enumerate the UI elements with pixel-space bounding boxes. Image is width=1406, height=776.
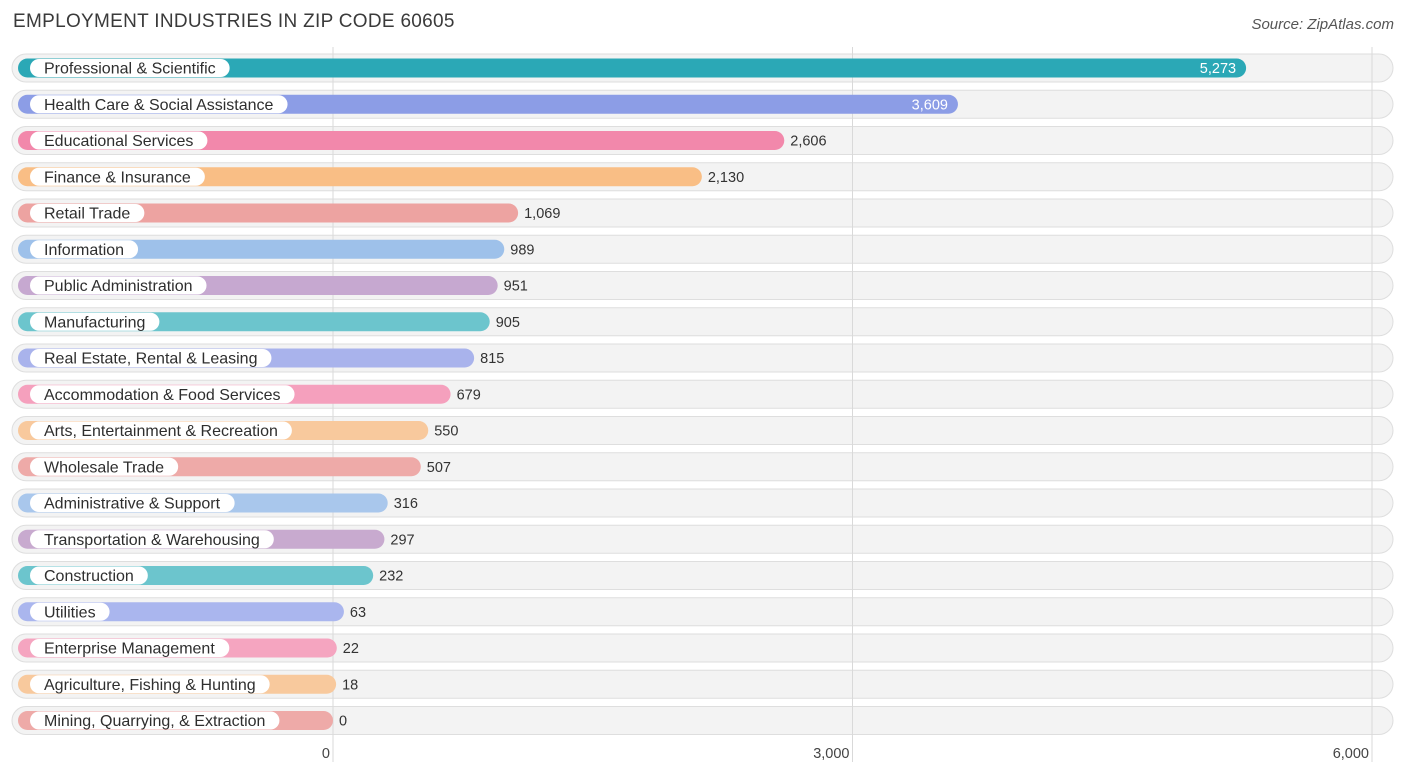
bar-row: Professional & Scientific 5,273 [18,58,1247,78]
value-label: 63 [350,605,366,621]
bar-row: Enterprise Management 22 [18,638,359,658]
value-label: 989 [510,242,534,258]
label-pill [30,494,235,512]
bar-row: Mining, Quarrying, & Extraction 0 [18,711,347,730]
label-pill [30,602,110,621]
category-label: Transportation & Warehousing [44,532,260,549]
value-label: 507 [427,460,451,476]
category-label: Construction [44,568,134,585]
bar-row: Transportation & Warehousing 297 [18,529,415,549]
label-pill [30,349,272,367]
bar-row: Retail Trade 1,069 [18,203,560,223]
label-pill [30,639,230,657]
label-pill [30,59,230,77]
bar-row: Public Administration 951 [18,276,528,295]
value-label: 22 [343,641,359,657]
category-label: Information [44,242,124,259]
category-label: Accommodation & Food Services [44,387,281,404]
label-pill [30,385,295,404]
row-background [11,633,1394,663]
value-label: 18 [342,677,358,693]
bar-row: Wholesale Trade 507 [18,457,451,477]
label-pill [30,204,145,222]
category-label: Mining, Quarrying, & Extraction [44,713,265,730]
row-background [11,597,1394,627]
label-pill [30,167,205,186]
bar-row: Finance & Insurance 2,130 [18,167,744,187]
category-label: Finance & Insurance [44,169,191,186]
category-label: Wholesale Trade [44,459,164,476]
bar-row: Arts, Entertainment & Recreation 550 [18,421,458,440]
bar-row: Educational Services 2,606 [18,131,827,150]
label-pill [30,312,160,331]
label-pill [30,566,148,585]
category-label: Administrative & Support [44,496,221,513]
category-label: Retail Trade [44,206,130,223]
label-pill [30,95,288,114]
label-pill [30,675,270,694]
label-pill [30,131,208,150]
label-pill [30,530,274,549]
bar-rows: Professional & Scientific 5,273 Health Car… [18,58,1247,730]
x-axis: 0 3,000 6,000 [322,746,1369,762]
label-pill [30,240,139,259]
value-label: 297 [390,532,414,548]
value-label: 905 [496,315,520,331]
value-label: 316 [394,496,418,512]
bar [18,58,1247,78]
value-label: 1,069 [524,206,560,222]
bar-row: Agriculture, Fishing & Hunting 18 [18,674,358,694]
value-label: 550 [434,424,458,440]
bar-row: Information 989 [18,239,534,259]
value-label: 3,609 [912,97,948,113]
bar-row: Construction 232 [18,566,403,585]
value-label: 0 [339,714,347,730]
row-background [11,669,1394,699]
category-label: Health Care & Social Assistance [44,97,274,114]
bar [18,203,519,223]
bar-row: Accommodation & Food Services 679 [18,384,481,404]
bar-row: Manufacturing 905 [18,312,520,332]
tick-label: 6,000 [1333,746,1369,762]
category-label: Enterprise Management [44,641,215,658]
label-pill [30,276,207,295]
row-background [11,706,1394,735]
category-label: Arts, Entertainment & Recreation [44,423,278,440]
bar-row: Utilities 63 [18,602,366,622]
bar-row: Real Estate, Rental & Leasing 815 [18,348,504,368]
bar-row: Health Care & Social Assistance 3,609 [18,94,958,114]
bar [18,131,785,150]
value-label: 951 [504,279,528,295]
label-pill [30,421,292,440]
value-label: 815 [480,351,504,367]
tick-label: 3,000 [813,746,849,762]
chart-title: EMPLOYMENT INDUSTRIES IN ZIP CODE 60605 [13,11,455,32]
bar [18,239,505,259]
category-label: Real Estate, Rental & Leasing [44,351,257,368]
value-label: 232 [379,569,403,585]
label-pill [30,711,280,730]
tick-label: 0 [322,746,330,762]
value-label: 2,130 [708,170,744,186]
category-label: Agriculture, Fishing & Hunting [44,677,256,694]
bar-row: Administrative & Support 316 [18,493,418,513]
value-label: 679 [457,387,481,403]
category-label: Utilities [44,604,96,621]
category-label: Educational Services [44,133,193,150]
category-label: Manufacturing [44,314,145,331]
category-label: Public Administration [44,278,193,295]
value-label: 2,606 [790,134,826,150]
source-label: Source: ZipAtlas.com [1251,16,1394,33]
category-label: Professional & Scientific [44,61,216,78]
label-pill [30,457,179,476]
value-label: 5,273 [1200,61,1236,77]
